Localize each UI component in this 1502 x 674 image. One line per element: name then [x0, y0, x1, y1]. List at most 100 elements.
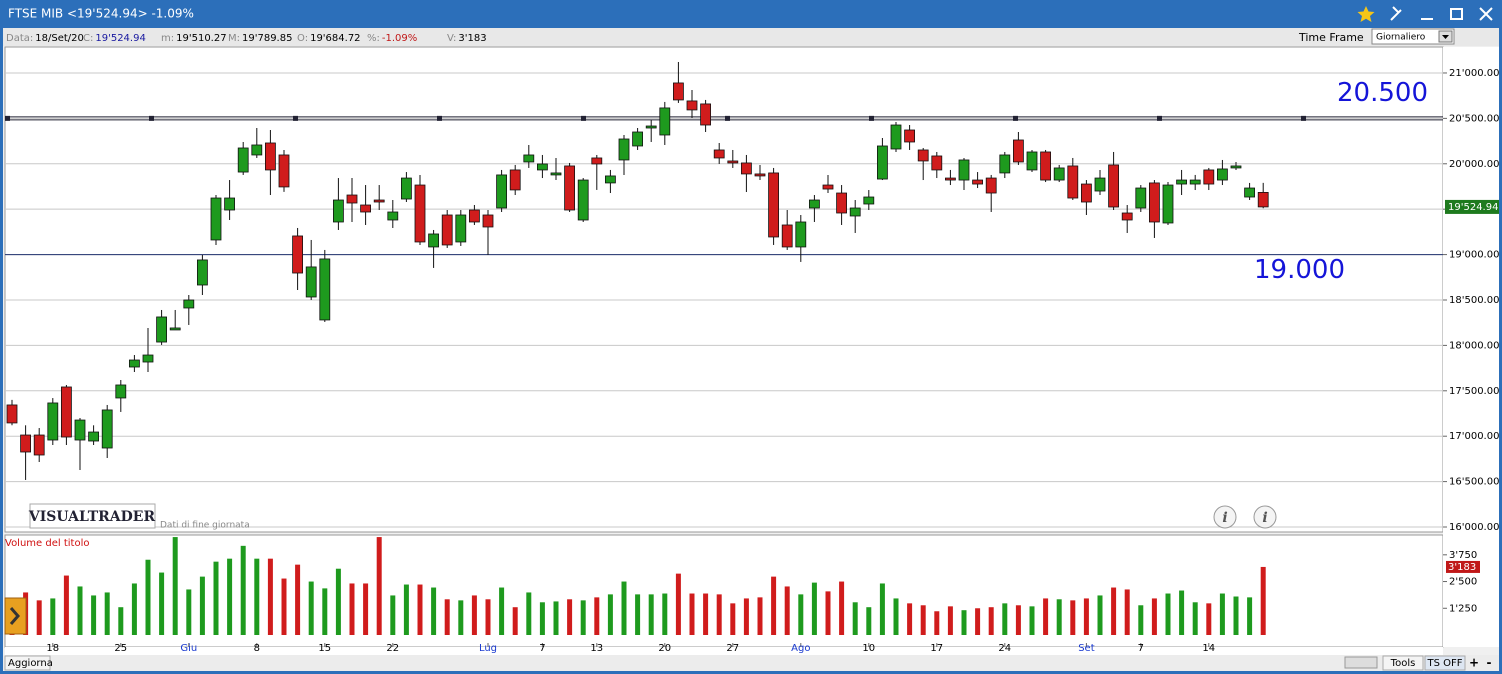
candle-body: [1013, 139, 1024, 163]
x-tick-label: 13: [590, 643, 603, 654]
info-label: C:: [83, 33, 93, 44]
refresh-label[interactable]: Aggiorna: [8, 658, 53, 669]
volume-bar: [703, 593, 709, 635]
volume-panel: [4, 534, 1444, 648]
info-button[interactable]: [1253, 505, 1277, 529]
favorite-icon[interactable]: [1357, 6, 1375, 22]
volume-bar: [512, 607, 518, 635]
candle-body: [591, 157, 603, 165]
candle-body: [1244, 187, 1255, 198]
volume-bar: [50, 598, 56, 635]
zoom-out[interactable]: -: [1487, 656, 1492, 670]
logo-note: Dati di fine giornata: [160, 521, 250, 531]
volume-bar: [1070, 600, 1076, 635]
last-price-label: 19'524.94: [1448, 202, 1498, 213]
scroll-thumb[interactable]: [1344, 656, 1378, 669]
candle-body: [863, 196, 875, 205]
side-toggle[interactable]: [4, 597, 27, 635]
candle-body: [931, 155, 943, 171]
time-frame-label: Time Frame: [1298, 31, 1364, 44]
volume-bar: [1056, 599, 1062, 635]
volume-bar: [390, 595, 396, 635]
volume-bar: [920, 605, 926, 635]
volume-bar: [485, 599, 491, 635]
tools-icon[interactable]: [1390, 6, 1402, 21]
volume-bar: [254, 558, 260, 635]
candle-body: [1026, 151, 1038, 171]
volume-bar: [1015, 605, 1021, 635]
volume-bar: [1260, 566, 1266, 635]
candle-body: [20, 434, 32, 453]
info-value: 19'524.94: [95, 33, 145, 44]
window-controls[interactable]: [1357, 6, 1493, 22]
info-icon[interactable]: i: [1222, 510, 1227, 526]
x-tick-label: 24: [998, 643, 1011, 654]
time-frame-select[interactable]: [1371, 28, 1455, 45]
volume-bar: [118, 607, 124, 635]
volume-bar: [893, 598, 899, 635]
candle-body: [768, 172, 779, 238]
volume-bar: [91, 595, 97, 635]
candle-body: [659, 107, 671, 136]
y-tick-label: 20'500.00: [1449, 113, 1499, 124]
volume-bar: [839, 581, 845, 635]
candle-body: [727, 160, 739, 164]
candle-body: [958, 159, 970, 181]
volume-bar: [594, 597, 600, 635]
candle-body: [577, 179, 589, 221]
info-button[interactable]: [1213, 505, 1237, 529]
volume-bar: [444, 599, 450, 635]
volume-bar: [431, 587, 437, 635]
volume-bar: [36, 600, 42, 635]
candle-body: [686, 100, 698, 111]
volume-bar: [635, 594, 641, 635]
level-handle: [5, 115, 10, 121]
info-icon[interactable]: i: [1262, 510, 1267, 526]
candle-body: [1176, 179, 1187, 185]
x-tick-label: 22: [386, 643, 399, 654]
candle-body: [6, 404, 18, 424]
volume-bar: [1233, 596, 1239, 635]
volume-bar: [689, 593, 695, 635]
candle-body: [292, 235, 304, 274]
refresh-button[interactable]: [4, 655, 51, 671]
candle-body: [496, 174, 508, 209]
volume-bar: [1138, 605, 1144, 635]
candle-body: [972, 179, 983, 185]
y-tick-label: 3'750: [1449, 550, 1477, 561]
level-label: 19.000: [1254, 255, 1345, 285]
volume-bar: [240, 545, 246, 635]
x-tick-label: Lug: [479, 643, 497, 654]
y-tick-label: 17'500.00: [1449, 386, 1499, 397]
volume-bar: [526, 592, 532, 635]
volume-bar: [172, 537, 178, 635]
y-tick-label: 16'000.00: [1449, 522, 1499, 533]
volume-bar: [417, 584, 423, 635]
time-frame-value[interactable]: Giornaliero: [1376, 33, 1426, 43]
info-label: V:: [447, 33, 456, 44]
maximize[interactable]: [1450, 8, 1463, 20]
volume-bar: [227, 558, 233, 635]
candle-body: [917, 149, 929, 162]
tools-label[interactable]: Tools: [1390, 658, 1416, 669]
y-tick-label: 1'250: [1449, 603, 1477, 614]
close[interactable]: [1479, 7, 1493, 21]
plot: 16'000.00 16'500.00 17'000.00 17'500.00 18'0…: [5, 61, 1499, 654]
candle-body: [74, 419, 86, 441]
last-volume-tag: [1446, 560, 1480, 573]
tools-button[interactable]: [1382, 655, 1424, 671]
ts-button[interactable]: [1424, 655, 1466, 671]
candle-body: [523, 154, 535, 163]
volume-bar: [716, 594, 722, 635]
candle-body: [795, 221, 807, 248]
candle-body: [645, 125, 657, 129]
zoom-in[interactable]: +: [1469, 656, 1479, 670]
volume-bar: [825, 591, 831, 635]
ts-label[interactable]: TS OFF: [1426, 658, 1462, 669]
info-buttons[interactable]: i i: [1213, 505, 1277, 529]
y-tick-label: 19'000.00: [1449, 250, 1499, 261]
candle-body: [836, 192, 847, 214]
candle-body: [441, 214, 453, 246]
info-value: 19'684.72: [310, 33, 360, 44]
volume-bar: [199, 576, 205, 635]
